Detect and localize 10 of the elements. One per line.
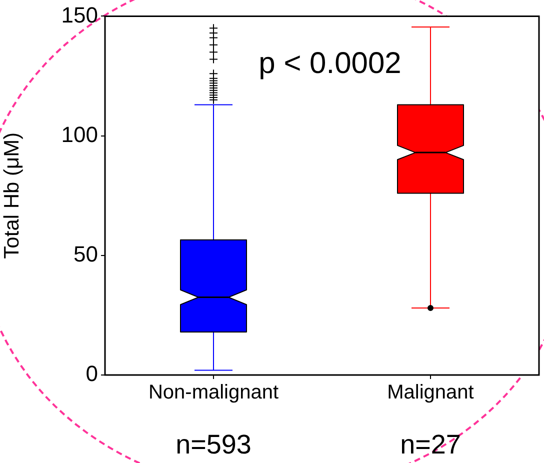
y-tick-label: 0 [86, 361, 98, 386]
text: n=593 [176, 430, 252, 460]
y-tick-label: 150 [61, 2, 98, 28]
y-axis-title: Total Hb (μM) [0, 132, 24, 259]
y-tick-label: 100 [61, 122, 98, 147]
text: n=27 [400, 430, 461, 460]
x-tick-label: Malignant [387, 382, 474, 404]
y-tick-label: 50 [74, 241, 98, 266]
x-tick-label: Non-malignant [148, 382, 279, 404]
annotation: p < 0.0002 [258, 47, 402, 80]
